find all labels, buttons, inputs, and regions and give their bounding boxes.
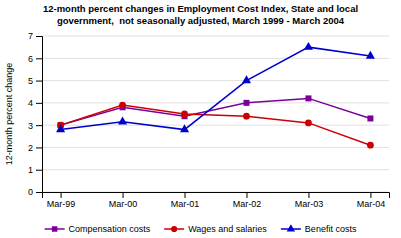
legend-marker	[171, 226, 177, 232]
x-tick: Mar-00	[109, 192, 138, 209]
tick-label: 0	[28, 187, 33, 197]
point	[181, 111, 188, 118]
y-axis: 0 1 2 3 4 5 6 7	[28, 31, 43, 197]
y-tick: 3	[28, 121, 42, 131]
marks	[56, 42, 375, 149]
grid-line	[42, 36, 389, 37]
axis-line	[36, 37, 43, 193]
tick-mark	[123, 192, 124, 198]
point	[367, 115, 373, 121]
tick-mark	[370, 192, 371, 198]
y-tick: 0	[28, 187, 42, 197]
chart: 12-month percent changes in Employment C…	[0, 0, 401, 238]
series-line	[61, 47, 371, 129]
grid-line	[42, 169, 389, 170]
x-tick: Mar-01	[171, 192, 200, 209]
tick-mark	[36, 147, 42, 148]
point	[56, 124, 65, 132]
point	[367, 142, 374, 149]
point	[119, 102, 126, 109]
tick-mark	[36, 192, 42, 193]
tick-label: Mar-03	[295, 199, 324, 209]
tick-label: 3	[28, 121, 33, 131]
tick-label: Mar-99	[47, 199, 76, 209]
y-tick: 5	[28, 76, 42, 86]
axis-line	[43, 193, 390, 199]
tick-label: Mar-01	[171, 199, 200, 209]
x-tick: Mar-04	[357, 192, 386, 209]
y-tick: 4	[28, 98, 42, 108]
tick-mark	[185, 192, 186, 198]
y-axis-title: 12-month percent change	[4, 63, 14, 166]
tick-mark	[308, 192, 309, 198]
tick-mark	[36, 36, 42, 37]
tick-label: Mar-00	[109, 199, 138, 209]
title: 12-month percent changes in Employment C…	[43, 3, 358, 14]
x-tick: Mar-03	[295, 192, 324, 209]
point	[366, 51, 375, 59]
plot-area: 01234567Mar-99Mar-00Mar-01Mar-02Mar-03Ma…	[4, 31, 390, 209]
grid	[42, 36, 389, 192]
legend-marker	[52, 226, 57, 231]
tick-mark	[36, 170, 42, 171]
point	[243, 100, 249, 106]
legend-label: Benefit costs	[305, 224, 357, 234]
grid-line	[42, 58, 389, 59]
series-line	[61, 105, 371, 145]
x-axis: Mar-99 Mar-00 Mar-01 Mar-02 Mar-03 Mar-04	[43, 192, 390, 209]
tick-mark	[36, 103, 42, 104]
tick-label: 5	[28, 76, 33, 86]
grid-line	[42, 80, 389, 81]
series-line	[61, 98, 371, 125]
tick-mark	[36, 58, 42, 59]
legend-item: Wages and salaries	[164, 224, 267, 234]
point	[243, 113, 250, 120]
point	[304, 42, 313, 50]
y-tick: 6	[28, 54, 42, 64]
tick-label: 4	[28, 98, 33, 108]
point	[242, 75, 251, 83]
tick-label: 1	[28, 165, 33, 175]
point	[118, 117, 127, 125]
subtitle: government, not seasonally adjusted, Mar…	[57, 15, 345, 26]
legend-item: Benefit costs	[281, 224, 357, 234]
tick-label: 7	[28, 31, 33, 41]
grid-line	[42, 147, 389, 148]
tick-mark	[61, 192, 62, 198]
legend: Compensation costs Wages and salaries Bene…	[45, 224, 357, 234]
tick-mark	[36, 81, 42, 82]
point	[305, 120, 312, 127]
tick-label: 6	[28, 54, 33, 64]
legend-label: Compensation costs	[69, 224, 151, 234]
y-tick: 1	[28, 165, 42, 175]
tick-label: Mar-02	[233, 199, 262, 209]
tick-label: Mar-04	[357, 199, 386, 209]
point	[305, 95, 311, 101]
legend-item: Compensation costs	[45, 224, 151, 234]
x-tick: Mar-99	[47, 192, 76, 209]
legend-marker	[287, 224, 295, 231]
legend-label: Wages and salaries	[188, 224, 267, 234]
x-tick: Mar-02	[233, 192, 262, 209]
tick-mark	[246, 192, 247, 198]
y-tick: 2	[28, 143, 42, 153]
tick-mark	[36, 125, 42, 126]
grid-line	[42, 102, 389, 103]
tick-label: 2	[28, 143, 33, 153]
point	[180, 124, 189, 132]
y-tick: 7	[28, 31, 42, 41]
